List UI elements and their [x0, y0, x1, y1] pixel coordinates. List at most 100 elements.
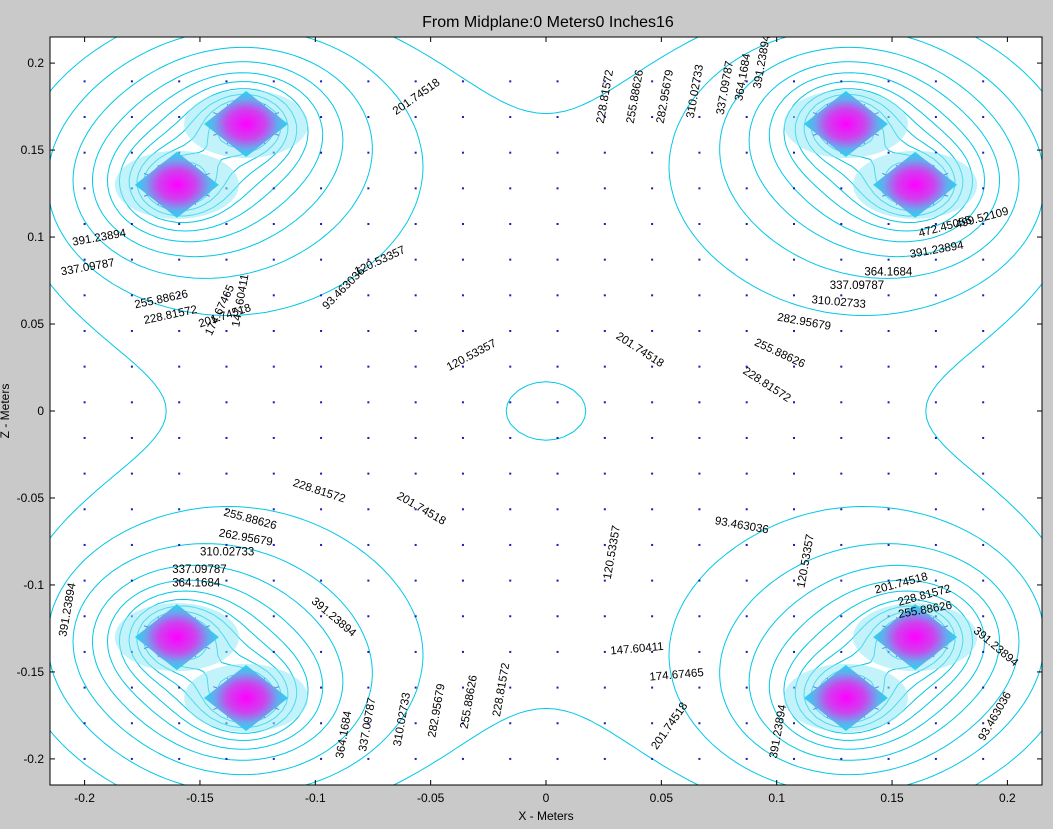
- vector-dot: [603, 650, 606, 653]
- vector-dot: [320, 436, 323, 439]
- vector-dot: [793, 508, 795, 511]
- vector-dot: [603, 686, 606, 689]
- vector-dot: [320, 686, 323, 689]
- vector-dot: [556, 80, 559, 83]
- vector-dot: [887, 508, 890, 511]
- contour-line: [50, 37, 1042, 785]
- vector-dot: [745, 365, 748, 368]
- vector-dot: [887, 223, 890, 225]
- vector-dot: [272, 329, 275, 332]
- vector-dot: [367, 650, 370, 653]
- vector-dot: [651, 116, 654, 119]
- vector-dot: [982, 116, 985, 119]
- vector-dot: [367, 757, 370, 760]
- vector-dot: [461, 80, 464, 83]
- vector-dot: [556, 329, 559, 332]
- vector-dot: [603, 401, 606, 404]
- vector-dot: [272, 650, 275, 653]
- x-tick-label: -0.2: [74, 791, 95, 805]
- vector-dot: [556, 258, 559, 261]
- vector-dot: [745, 116, 748, 119]
- vector-dot: [556, 365, 559, 368]
- vector-dot: [414, 615, 417, 618]
- vector-dot: [414, 579, 417, 582]
- vector-dot: [178, 401, 181, 404]
- vector-dot: [793, 543, 795, 546]
- vector-dot: [320, 187, 323, 190]
- vector-dot: [461, 650, 464, 653]
- vector-dot: [272, 365, 275, 368]
- vector-dot: [414, 151, 417, 154]
- vector-dot: [840, 365, 843, 368]
- vector-dot: [840, 508, 843, 511]
- vector-dot: [651, 258, 654, 261]
- vector-dot: [745, 686, 748, 689]
- vector-dot: [982, 294, 985, 297]
- vector-dot: [793, 401, 795, 404]
- vector-dot: [272, 258, 275, 261]
- vector-dot: [698, 508, 701, 511]
- vector-dot: [982, 187, 985, 190]
- vector-dot: [461, 436, 464, 439]
- x-tick-label: 0.05: [650, 791, 674, 805]
- vector-dot: [320, 80, 323, 83]
- vector-dot: [272, 401, 275, 404]
- vector-dot: [178, 223, 181, 225]
- contour-line: [72, 46, 1020, 776]
- vector-dot: [840, 258, 843, 261]
- vector-dot: [793, 722, 795, 725]
- x-tick-label: -0.1: [305, 791, 326, 805]
- vector-dot: [178, 543, 181, 546]
- vector-dot: [698, 187, 701, 190]
- vector-dot: [934, 294, 937, 297]
- vector-dot: [414, 258, 417, 261]
- vector-dot: [887, 151, 890, 154]
- vector-dot: [367, 686, 370, 689]
- vector-dot: [83, 187, 86, 190]
- vector-dot: [320, 757, 323, 760]
- vector-dot: [982, 686, 985, 689]
- vector-dot: [130, 686, 133, 689]
- source-core: [134, 151, 219, 218]
- vector-dot: [698, 258, 701, 261]
- vector-dot: [745, 472, 748, 475]
- vector-dot: [603, 436, 606, 439]
- x-axis-label: X - Meters: [518, 809, 573, 823]
- vector-dot: [934, 508, 937, 511]
- x-tick-label: 0.1: [768, 791, 785, 805]
- vector-dot: [793, 472, 795, 475]
- vector-dot: [272, 294, 275, 297]
- vector-dot: [651, 294, 654, 297]
- vector-dot: [556, 650, 559, 653]
- vector-dot: [225, 401, 228, 404]
- vector-dot: [367, 365, 370, 368]
- vector-dot: [367, 401, 370, 404]
- vector-dot: [887, 722, 890, 725]
- vector-dot: [934, 80, 937, 83]
- x-tick-label: -0.15: [186, 791, 214, 805]
- vector-dot: [840, 650, 843, 653]
- vector-dot: [320, 151, 323, 154]
- vector-dot: [603, 508, 606, 511]
- vector-dot: [887, 80, 890, 83]
- vector-dot: [130, 294, 133, 297]
- vector-dot: [83, 294, 86, 297]
- y-tick-label: 0.2: [27, 56, 44, 70]
- contour-label: 337.09787: [172, 564, 226, 576]
- vector-dot: [414, 508, 417, 511]
- vector-dot: [272, 579, 275, 582]
- vector-dot: [603, 579, 606, 582]
- vector-dot: [745, 650, 748, 653]
- y-axis-label: Z - Meters: [0, 384, 12, 439]
- vector-dot: [130, 401, 133, 404]
- vector-dot: [178, 365, 181, 368]
- vector-dot: [320, 223, 323, 225]
- vector-dot: [887, 258, 890, 261]
- vector-dot: [509, 686, 512, 689]
- vector-dot: [83, 472, 86, 475]
- vector-dot: [83, 258, 86, 261]
- vector-dot: [414, 116, 417, 119]
- vector-dot: [793, 650, 795, 653]
- vector-dot: [320, 508, 323, 511]
- vector-dot: [367, 294, 370, 297]
